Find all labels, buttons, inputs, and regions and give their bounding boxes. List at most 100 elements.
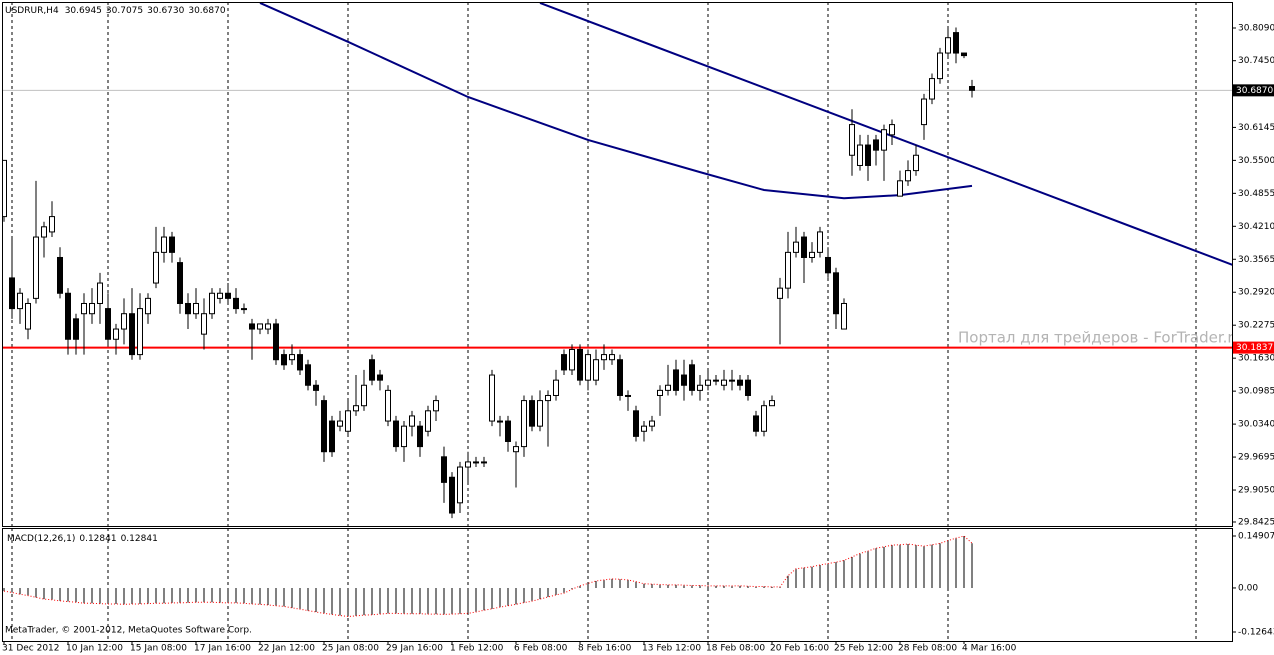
candle-body [913,154,919,172]
candle-body [105,308,111,340]
x-tick-label: 18 Feb 08:00 [706,644,765,654]
footer: MetaTrader, © 2001-2012, MetaQuotes Soft… [5,626,252,636]
candle-body [169,236,175,253]
candle-body [897,180,903,197]
candle-body [969,86,975,91]
y-tick-label: 30.2920 [1238,288,1274,298]
candle-body [441,456,447,483]
y-tick-label: 30.2275 [1238,321,1274,331]
candle-body [313,384,319,391]
y-tick-label: 29.8425 [1238,517,1274,527]
candle-body [617,359,623,396]
candle-body [273,323,279,361]
y-tick-label: 30.4855 [1238,189,1274,199]
candle-body [601,354,607,361]
macd-frame [2,528,1233,642]
candle-body [825,256,831,274]
candle-body [217,292,223,299]
candle-body [225,292,231,299]
header-open: 30.6945 [65,6,102,16]
candle-body [633,410,639,437]
x-tick-label: 25 Feb 12:00 [834,644,893,654]
candle-body [769,400,775,407]
candle-body [649,420,655,427]
candle-body [833,272,839,315]
candle-body [537,400,543,427]
candle-body [561,354,567,371]
candle-body [393,420,399,448]
candle-body [553,379,559,396]
candle-body [121,313,127,330]
y-tick-label: 30.0985 [1238,387,1274,397]
candle-body [593,359,599,381]
x-tick-label: 31 Dec 2012 [2,644,60,654]
x-tick-label: 25 Jan 08:00 [322,644,379,654]
x-tick-label: 15 Jan 08:00 [130,644,187,654]
candle-body [89,302,95,315]
candle-body [97,282,103,304]
candle-body [729,379,735,382]
candle-body [265,323,271,330]
candle-body [513,446,519,453]
macd-signal [3,535,973,618]
candle-body [609,354,615,361]
y-tick-label: 30.3565 [1238,255,1274,265]
candle-body [881,129,887,151]
watermark: Портал для трейдеров - ForTrader.ru [958,329,1243,347]
candle-body [809,251,815,258]
y-tick-label: 30.4210 [1238,222,1274,232]
candle-body [361,384,367,407]
candle-body [697,384,703,391]
candle-body [953,32,959,54]
candle-body [657,389,663,396]
x-tick-label: 8 Feb 16:00 [578,644,632,654]
candle-body [417,425,423,448]
candle-body [73,318,79,340]
macd-plot [3,528,1197,641]
candle-body [33,236,39,299]
price-label: 30.1837 [1236,343,1273,353]
candle-body [281,354,287,366]
candle-body [57,256,63,294]
candle-body [185,302,191,315]
x-tick-label: 13 Feb 12:00 [642,644,701,654]
candle-body [49,216,55,233]
x-tick-label: 20 Feb 16:00 [770,644,829,654]
candle-body [433,400,439,412]
candle-body [65,292,71,340]
x-tick-label: 17 Jan 16:00 [194,644,251,654]
candle-body [2,159,7,218]
x-tick-label: 10 Jan 12:00 [66,644,123,654]
x-tick-label: 22 Jan 12:00 [258,644,315,654]
y-tick-label: 30.8090 [1238,23,1274,33]
candle-body [401,425,407,448]
candle-body [489,374,495,422]
price-label: 30.6870 [1236,86,1273,96]
candle-body [249,323,255,330]
macd-header: MACD(12,26,1) 0.12841 0.12841 [7,534,158,544]
candle-body [705,379,711,386]
header-high: 30.7075 [106,6,143,16]
candle-body [889,124,895,136]
candle-body [113,328,119,340]
candle-body [129,313,135,356]
candle-body [921,98,927,126]
symbol-title: USDRUR,H4 [5,6,59,16]
candle-body [329,420,335,453]
candle-body [481,461,487,464]
moving-average [259,2,973,200]
candle-body [521,400,527,448]
candle-body [297,354,303,371]
candle-body [945,37,951,54]
candle-body [745,379,751,396]
candle-body [777,287,783,299]
candle-body [377,374,383,381]
candle-body [457,466,463,504]
candle-body [665,384,671,391]
candle-body [153,251,159,284]
y-tick-label: 30.6145 [1238,123,1274,133]
candle-body [817,231,823,253]
candle-body [801,236,807,258]
